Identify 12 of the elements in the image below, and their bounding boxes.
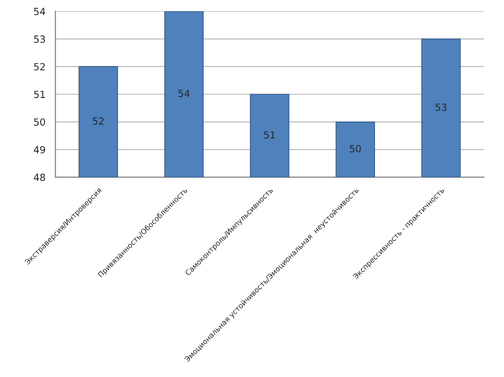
data-label: 51	[264, 131, 275, 139]
y-tick-label: 52	[34, 63, 45, 70]
data-label: 52	[92, 117, 104, 125]
y-tick-label: 49	[34, 146, 46, 154]
y-tick-label: 48	[34, 174, 46, 182]
y-tick-label: 53	[34, 35, 45, 43]
data-label: 50	[350, 145, 361, 152]
data-label: 53	[436, 104, 446, 111]
data-label: 54	[178, 90, 190, 98]
y-tick-label: 51	[34, 90, 45, 98]
y-tick-label: 50	[34, 118, 46, 126]
y-tick-label: 54	[34, 8, 46, 16]
